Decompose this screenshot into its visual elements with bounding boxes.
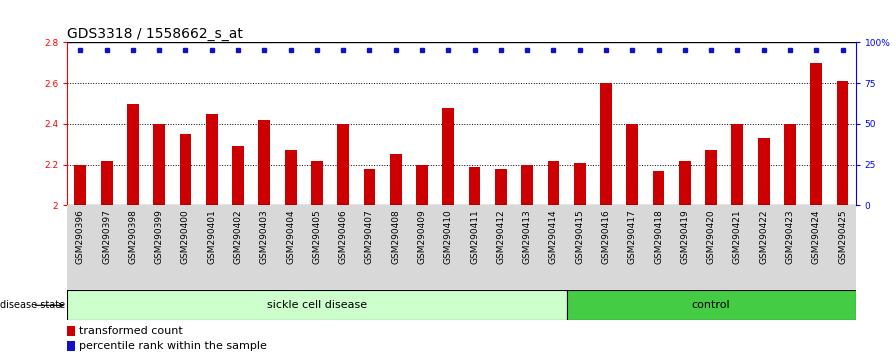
Text: GSM290409: GSM290409	[418, 210, 426, 264]
Text: GSM290411: GSM290411	[470, 210, 479, 264]
Text: GSM290398: GSM290398	[128, 210, 137, 264]
Bar	[285, 150, 297, 205]
Bar	[600, 83, 612, 205]
Text: GSM290404: GSM290404	[286, 210, 295, 264]
Text: GSM290397: GSM290397	[102, 210, 111, 264]
Bar	[784, 124, 796, 205]
Bar	[573, 162, 586, 205]
Text: control: control	[692, 300, 730, 310]
Text: GSM290424: GSM290424	[812, 210, 821, 264]
Text: GSM290425: GSM290425	[838, 210, 847, 264]
Text: GSM290407: GSM290407	[365, 210, 374, 264]
Bar	[731, 124, 744, 205]
Bar	[364, 169, 375, 205]
Text: GSM290408: GSM290408	[392, 210, 401, 264]
Text: GSM290403: GSM290403	[260, 210, 269, 264]
Text: GSM290421: GSM290421	[733, 210, 742, 264]
Bar	[566, 290, 856, 320]
Bar	[495, 169, 507, 205]
Bar	[258, 120, 271, 205]
Bar	[652, 171, 665, 205]
Text: GSM290420: GSM290420	[707, 210, 716, 264]
Bar	[67, 341, 75, 352]
Bar	[179, 134, 192, 205]
Text: GSM290402: GSM290402	[234, 210, 243, 264]
Text: GSM290400: GSM290400	[181, 210, 190, 264]
Bar	[547, 160, 559, 205]
Text: GSM290414: GSM290414	[549, 210, 558, 264]
Bar	[206, 114, 218, 205]
Text: GSM290416: GSM290416	[601, 210, 610, 264]
Text: GSM290401: GSM290401	[207, 210, 216, 264]
Bar	[443, 108, 454, 205]
Text: GSM290413: GSM290413	[522, 210, 531, 264]
Text: GSM290410: GSM290410	[444, 210, 452, 264]
Text: GDS3318 / 1558662_s_at: GDS3318 / 1558662_s_at	[67, 28, 243, 41]
Text: GSM290406: GSM290406	[339, 210, 348, 264]
Text: GSM290418: GSM290418	[654, 210, 663, 264]
Text: GSM290412: GSM290412	[496, 210, 505, 264]
Text: disease state: disease state	[0, 300, 65, 310]
Text: sickle cell disease: sickle cell disease	[267, 300, 367, 310]
Bar	[416, 165, 428, 205]
Text: GSM290423: GSM290423	[786, 210, 795, 264]
Bar	[74, 165, 86, 205]
Text: transformed count: transformed count	[80, 326, 183, 336]
Bar	[626, 124, 638, 205]
Text: GSM290417: GSM290417	[628, 210, 637, 264]
Text: percentile rank within the sample: percentile rank within the sample	[80, 341, 267, 352]
Bar	[837, 81, 849, 205]
Bar	[810, 63, 823, 205]
Bar	[337, 124, 349, 205]
Text: GSM290422: GSM290422	[759, 210, 768, 264]
Text: GSM290399: GSM290399	[155, 210, 164, 264]
Bar	[67, 326, 75, 336]
Bar	[521, 165, 533, 205]
Bar	[67, 290, 566, 320]
Bar	[679, 160, 691, 205]
Text: GSM290405: GSM290405	[313, 210, 322, 264]
Bar	[127, 103, 139, 205]
Bar	[100, 160, 113, 205]
Bar	[705, 150, 717, 205]
Text: GSM290419: GSM290419	[680, 210, 689, 264]
Bar	[311, 160, 323, 205]
Bar	[758, 138, 770, 205]
Bar	[469, 167, 480, 205]
Bar	[232, 146, 244, 205]
Text: GSM290396: GSM290396	[76, 210, 85, 264]
Bar	[153, 124, 165, 205]
Bar	[67, 205, 856, 290]
Bar	[390, 154, 401, 205]
Text: GSM290415: GSM290415	[575, 210, 584, 264]
